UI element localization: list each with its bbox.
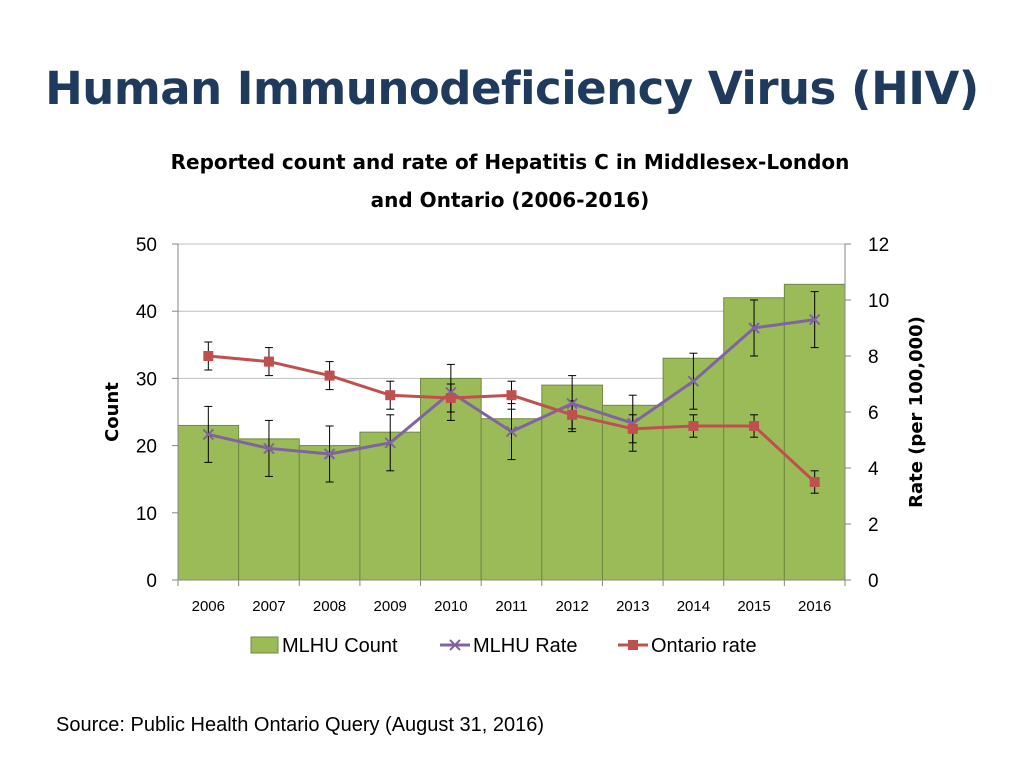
legend-marker-mlhu-rate xyxy=(449,639,461,651)
x-tick-label: 2011 xyxy=(495,598,527,615)
legend-label-mlhu-count: MLHU Count xyxy=(282,635,398,657)
x-tick-label: 2015 xyxy=(737,598,770,615)
y2-axis-title: Rate (per 100,000) xyxy=(906,316,927,508)
y2-tick-label: 4 xyxy=(868,459,879,480)
legend-swatch-mlhu-count xyxy=(250,636,279,654)
x-tick-label: 2013 xyxy=(616,598,649,615)
y-tick-label: 50 xyxy=(136,235,157,256)
axes xyxy=(172,243,851,586)
point-mlhu-rate xyxy=(566,397,578,410)
legend-marker-ontario-rate xyxy=(628,640,638,650)
point-ontario-rate xyxy=(506,390,517,401)
legend-label-ontario-rate: Ontario rate xyxy=(651,635,757,657)
point-ontario-rate xyxy=(567,409,578,420)
point-mlhu-rate xyxy=(505,425,518,438)
point-mlhu-rate xyxy=(384,437,396,449)
y2-tick-label: 0 xyxy=(868,571,879,592)
point-ontario-rate xyxy=(324,370,335,381)
y-axis-title: Count xyxy=(102,382,123,442)
point-mlhu-rate xyxy=(202,428,215,441)
chart-title: Reported count and rate of Hepatitis C i… xyxy=(170,150,850,212)
bar-series-mlhu-count xyxy=(177,283,846,581)
point-ontario-rate xyxy=(385,390,396,401)
point-ontario-rate xyxy=(445,393,456,403)
y-tick-label: 40 xyxy=(136,302,157,323)
tick-labels: 0 10 20 30 40 50 0 2 4 6 8 10 12 2006 2007 2008 2009 2010… xyxy=(136,235,889,615)
point-mlhu-rate xyxy=(808,313,821,326)
legend-label-mlhu-rate: MLHU Rate xyxy=(473,635,577,657)
point-mlhu-rate xyxy=(687,375,700,387)
x-tick-label: 2010 xyxy=(434,598,467,615)
y2-tick-label: 8 xyxy=(868,347,879,368)
point-ontario-rate xyxy=(203,351,214,361)
line-markers xyxy=(202,313,821,487)
point-mlhu-rate xyxy=(748,322,760,334)
point-mlhu-rate xyxy=(263,442,275,455)
x-tick-label: 2008 xyxy=(313,598,346,615)
point-ontario-rate xyxy=(749,421,760,431)
y2-tick-label: 10 xyxy=(868,291,889,312)
y-tick-label: 30 xyxy=(136,369,157,390)
y-tick-label: 20 xyxy=(136,437,157,458)
x-tick-label: 2006 xyxy=(192,598,225,615)
x-tick-label: 2012 xyxy=(555,598,588,615)
point-mlhu-rate xyxy=(323,448,336,460)
point-ontario-rate xyxy=(627,423,638,434)
point-ontario-rate xyxy=(809,477,820,487)
source-note: Source: Public Health Ontario Query (Aug… xyxy=(56,714,545,736)
y2-tick-label: 12 xyxy=(868,235,889,256)
y-tick-label: 0 xyxy=(146,571,157,592)
combo-chart: 0 10 20 30 40 50 0 2 4 6 8 10 12 2006 2007 2008 2009 2010… xyxy=(102,235,927,657)
y2-tick-label: 2 xyxy=(868,515,879,536)
y2-tick-label: 6 xyxy=(868,403,879,424)
legend: MLHU Count MLHU Rate Ontario rate xyxy=(250,635,757,657)
x-tick-label: 2016 xyxy=(798,598,831,615)
x-tick-label: 2009 xyxy=(374,598,407,615)
point-ontario-rate xyxy=(263,356,274,367)
x-tick-label: 2014 xyxy=(677,598,710,615)
slide-title: Human Immunodeficiency Virus (HIV) xyxy=(45,62,979,115)
y-tick-label: 10 xyxy=(136,504,157,525)
point-ontario-rate xyxy=(688,421,699,431)
x-tick-label: 2007 xyxy=(252,598,285,615)
